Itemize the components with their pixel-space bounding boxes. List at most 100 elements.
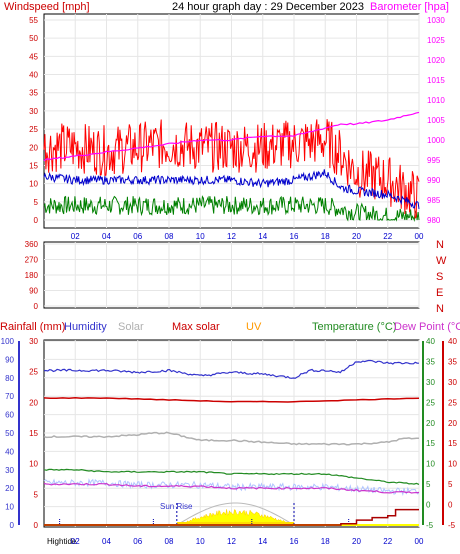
y-tick-humidity: 0 [10,521,15,530]
dew-point-line [43,482,420,494]
y-tick-humidity: 10 [5,503,14,512]
x-tick: 00 [415,232,424,241]
x-tick: 18 [321,537,330,546]
y-tick-rain: 30 [29,337,38,346]
y-tick-humidity: 90 [5,355,14,364]
barometer-label: Barometer [hpa] [370,1,449,13]
direction-letter: S [436,271,443,283]
y-tick-temp: 10 [426,460,435,469]
y-tick-dewpoint: 40 [448,337,457,346]
x-tick: 12 [227,537,236,546]
x-tick: 02 [71,232,80,241]
x-tick: 20 [352,537,361,546]
y-tick-rain: 20 [29,398,38,407]
y-tick-left: 0 [34,216,39,225]
direction-letter: N [436,303,444,315]
y-tick-right: 1000 [427,136,445,145]
windspeed-label: Windspeed [mph] [4,1,90,13]
y-tick-right: 1020 [427,56,445,65]
x-tick: 04 [102,537,111,546]
rain-line [44,508,419,526]
humidity-label: Humidity [64,321,107,333]
y-tick-temp: 30 [426,378,435,387]
uv-fill [176,522,294,525]
y-tick-left: 25 [29,125,38,134]
y-tick-temp: 25 [426,398,435,407]
y-tick-temp: 15 [426,439,435,448]
y-tick-left: 40 [29,71,38,80]
y-tick-right: 1010 [427,96,445,105]
y-tick-humidity: 40 [5,447,14,456]
sunrise-label: Sun Rise [160,502,193,511]
x-tick: 14 [258,537,267,546]
y-tick-right: 980 [427,216,441,225]
y-tick-left: 5 [34,198,39,207]
x-tick: 00 [415,537,424,546]
x-tick: 14 [258,232,267,241]
y-tick-direction: 180 [25,271,39,280]
y-tick-dewpoint: 25 [448,398,457,407]
x-tick: 12 [227,232,236,241]
y-tick-right: 1030 [427,16,445,25]
y-tick-temp: 0 [426,501,431,510]
y-tick-humidity: 20 [5,484,14,493]
y-tick-left: 55 [29,16,38,25]
y-tick-rain: 0 [34,521,39,530]
direction-letter: W [436,255,447,267]
x-tick: 18 [321,232,330,241]
x-tick: 06 [133,232,142,241]
y-tick-left: 30 [29,107,38,116]
y-tick-humidity: 80 [5,374,14,383]
wind-avg-line [43,169,420,210]
rainfall-label: Rainfall (mm) [0,321,65,333]
wind-low-line [43,195,420,222]
y-tick-dewpoint: 15 [448,439,457,448]
y-tick-right: 985 [427,196,441,205]
chart-title: 24 hour graph day : 29 December 2023 [172,1,364,13]
y-tick-temp: -5 [426,521,434,530]
humidity-line [43,359,420,379]
x-tick: 16 [290,232,299,241]
x-tick: 16 [290,537,299,546]
solar-line [43,431,420,446]
solar-fill [176,509,295,526]
y-tick-direction: 90 [29,287,38,296]
y-tick-temp: 20 [426,419,435,428]
y-tick-humidity: 70 [5,392,14,401]
y-tick-right: 990 [427,176,441,185]
barometer-line [43,111,420,162]
y-tick-rain: 5 [34,490,39,499]
hightide-label: Hightide [47,537,77,546]
y-tick-direction: 0 [34,302,39,311]
y-tick-temp: 5 [426,480,431,489]
y-tick-rain: 25 [29,368,38,377]
x-tick: 02 [71,537,80,546]
y-tick-rain: 10 [29,460,38,469]
y-tick-dewpoint: 20 [448,419,457,428]
y-tick-right: 1005 [427,116,445,125]
x-tick: 22 [383,537,392,546]
x-tick: 20 [352,232,361,241]
y-tick-dewpoint: 10 [448,460,457,469]
y-tick-left: 15 [29,161,38,170]
y-tick-humidity: 50 [5,429,14,438]
x-tick: 08 [165,232,174,241]
y-tick-temp: 35 [426,357,435,366]
y-tick-humidity: 60 [5,411,14,420]
y-tick-dewpoint: 5 [448,480,453,489]
y-tick-left: 50 [29,34,38,43]
max-solar-arc [174,502,295,526]
y-tick-humidity: 30 [5,466,14,475]
x-tick: 22 [383,232,392,241]
x-tick: 04 [102,232,111,241]
y-tick-humidity: 100 [1,337,15,346]
y-tick-dewpoint: -5 [448,521,456,530]
direction-letter: E [436,287,443,299]
y-tick-dewpoint: 0 [448,501,453,510]
y-tick-dewpoint: 35 [448,357,457,366]
y-tick-right: 1025 [427,36,445,45]
y-tick-rain: 15 [29,429,38,438]
temperature-label: Temperature (°C) [312,321,396,333]
y-tick-left: 35 [29,89,38,98]
solar-label: Solar [118,321,144,333]
